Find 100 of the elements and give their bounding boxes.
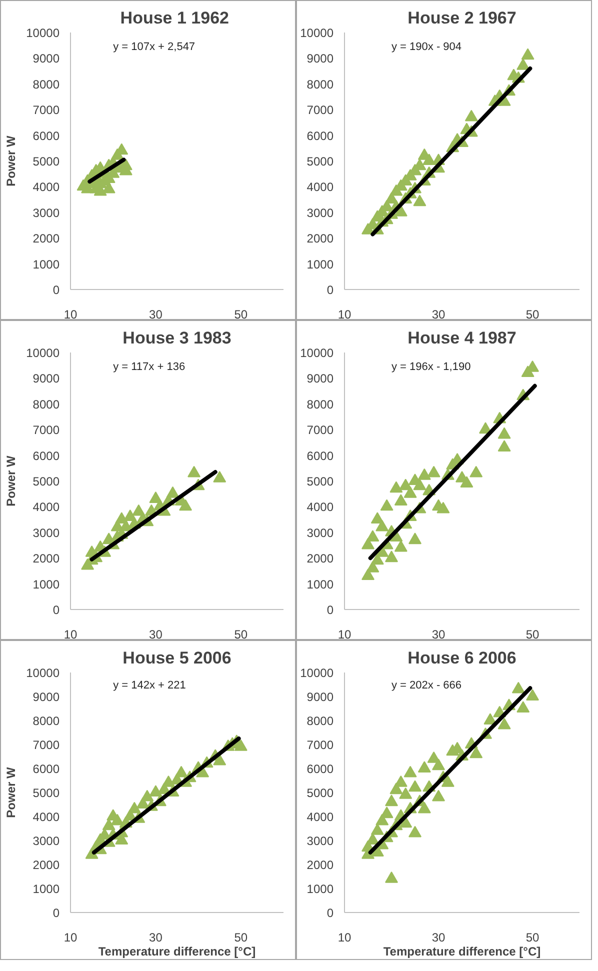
y-axis-title: Power W xyxy=(4,454,18,506)
x-tick-label: 50 xyxy=(526,628,540,642)
y-tick-label: 9000 xyxy=(306,690,334,704)
y-tick-label: 4000 xyxy=(32,500,60,514)
y-tick-label: 7000 xyxy=(32,738,60,752)
annotation: y = 196x - 1,190 xyxy=(392,361,471,374)
annotation: y = 190x - 904 xyxy=(392,41,462,54)
x-tick-label: 10 xyxy=(338,308,352,322)
y-tick-label: 2000 xyxy=(32,858,60,872)
y-tick-label: 1000 xyxy=(306,257,334,272)
y-tick-label: 7000 xyxy=(306,423,334,438)
x-tick-label: 10 xyxy=(64,628,78,642)
y-tick-label: 0 xyxy=(52,283,60,297)
y-tick-label: 10000 xyxy=(300,26,334,40)
y-tick-label: 2000 xyxy=(306,232,334,246)
y-tick-label: 8000 xyxy=(306,714,334,728)
x-tick-label: 50 xyxy=(526,930,540,944)
y-tick-label: 2000 xyxy=(32,552,60,566)
chart-title: House 4 1987 xyxy=(408,328,516,348)
y-tick-label: 5000 xyxy=(32,786,60,800)
annotation: y = 202x - 666 xyxy=(392,680,462,692)
y-tick-label: 1000 xyxy=(32,257,60,272)
annotation: y = 142x + 221 xyxy=(113,680,186,692)
x-tick-label: 10 xyxy=(64,308,78,322)
y-tick-label: 6000 xyxy=(306,448,334,463)
y-tick-label: 10000 xyxy=(26,346,60,360)
y-tick-label: 8000 xyxy=(32,397,60,412)
y-tick-label: 0 xyxy=(52,906,60,920)
y-tick-label: 4000 xyxy=(32,180,60,194)
chart-title: House 3 1983 xyxy=(122,328,232,348)
y-tick-label: 5000 xyxy=(306,154,334,168)
y-tick-label: 3000 xyxy=(32,526,60,540)
y-tick-label: 2000 xyxy=(306,858,334,872)
x-tick-label: 30 xyxy=(432,628,446,642)
y-tick-label: 3000 xyxy=(32,206,60,220)
y-tick-label: 6000 xyxy=(32,448,60,463)
x-axis-title: Temperature difference [°C] xyxy=(383,944,541,958)
x-tick-label: 50 xyxy=(526,308,540,322)
y-tick-label: 9000 xyxy=(32,690,60,704)
y-tick-label: 6000 xyxy=(32,128,60,143)
x-tick-label: 50 xyxy=(234,930,248,944)
x-tick-label: 30 xyxy=(149,308,163,322)
y-tick-label: 6000 xyxy=(306,128,334,143)
y-tick-label: 8000 xyxy=(306,77,334,92)
x-tick-label: 50 xyxy=(234,628,248,642)
x-tick-label: 10 xyxy=(64,930,78,944)
y-tick-label: 7000 xyxy=(306,103,334,118)
x-tick-label: 30 xyxy=(149,930,163,944)
annotation: y = 107x + 2,547 xyxy=(113,41,196,54)
annotation: y = 117x + 136 xyxy=(113,361,186,374)
y-tick-label: 4000 xyxy=(32,810,60,824)
y-tick-label: 9000 xyxy=(32,52,60,66)
chart-title: House 1 1962 xyxy=(120,8,229,28)
x-tick-label: 30 xyxy=(432,930,446,944)
y-tick-label: 2000 xyxy=(306,552,334,566)
y-tick-label: 6000 xyxy=(306,762,334,776)
y-tick-label: 9000 xyxy=(306,52,334,66)
y-tick-label: 8000 xyxy=(306,397,334,412)
x-tick-label: 10 xyxy=(338,628,352,642)
y-tick-label: 1000 xyxy=(306,882,334,896)
x-tick-label: 50 xyxy=(234,308,248,322)
y-tick-label: 10000 xyxy=(26,666,60,680)
y-tick-label: 3000 xyxy=(306,834,334,848)
y-tick-label: 3000 xyxy=(306,526,334,540)
y-tick-label: 7000 xyxy=(306,738,334,752)
y-tick-label: 3000 xyxy=(32,834,60,848)
y-tick-label: 2000 xyxy=(32,232,60,246)
y-tick-label: 4000 xyxy=(306,180,334,194)
y-tick-label: 8000 xyxy=(32,77,60,92)
y-tick-label: 10000 xyxy=(26,26,60,40)
y-tick-label: 4000 xyxy=(306,810,334,824)
x-tick-label: 10 xyxy=(338,930,352,944)
y-tick-label: 0 xyxy=(326,603,334,617)
x-tick-label: 30 xyxy=(432,308,446,322)
y-tick-label: 0 xyxy=(52,603,60,617)
y-tick-label: 10000 xyxy=(300,666,334,680)
y-tick-label: 7000 xyxy=(32,423,60,438)
x-tick-label: 30 xyxy=(149,628,163,642)
y-tick-label: 5000 xyxy=(306,474,334,488)
y-tick-label: 8000 xyxy=(32,714,60,728)
y-tick-label: 7000 xyxy=(32,103,60,118)
x-axis-title: Temperature difference [°C] xyxy=(98,944,256,958)
y-tick-label: 0 xyxy=(326,283,334,297)
y-axis-title: Power W xyxy=(4,766,18,818)
y-tick-label: 5000 xyxy=(306,786,334,800)
y-tick-label: 3000 xyxy=(306,206,334,220)
chart-title: House 6 2006 xyxy=(408,648,516,668)
y-tick-label: 6000 xyxy=(32,762,60,776)
y-tick-label: 9000 xyxy=(32,372,60,386)
y-tick-label: 1000 xyxy=(32,577,60,592)
y-tick-label: 5000 xyxy=(32,154,60,168)
chart-title: House 5 2006 xyxy=(122,648,232,668)
y-tick-label: 4000 xyxy=(306,500,334,514)
chart-title: House 2 1967 xyxy=(408,8,516,28)
y-tick-label: 5000 xyxy=(32,474,60,488)
y-tick-label: 1000 xyxy=(32,882,60,896)
y-tick-label: 1000 xyxy=(306,577,334,592)
y-tick-label: 0 xyxy=(326,906,334,920)
y-tick-label: 9000 xyxy=(306,372,334,386)
y-axis-title: Power W xyxy=(4,134,18,186)
